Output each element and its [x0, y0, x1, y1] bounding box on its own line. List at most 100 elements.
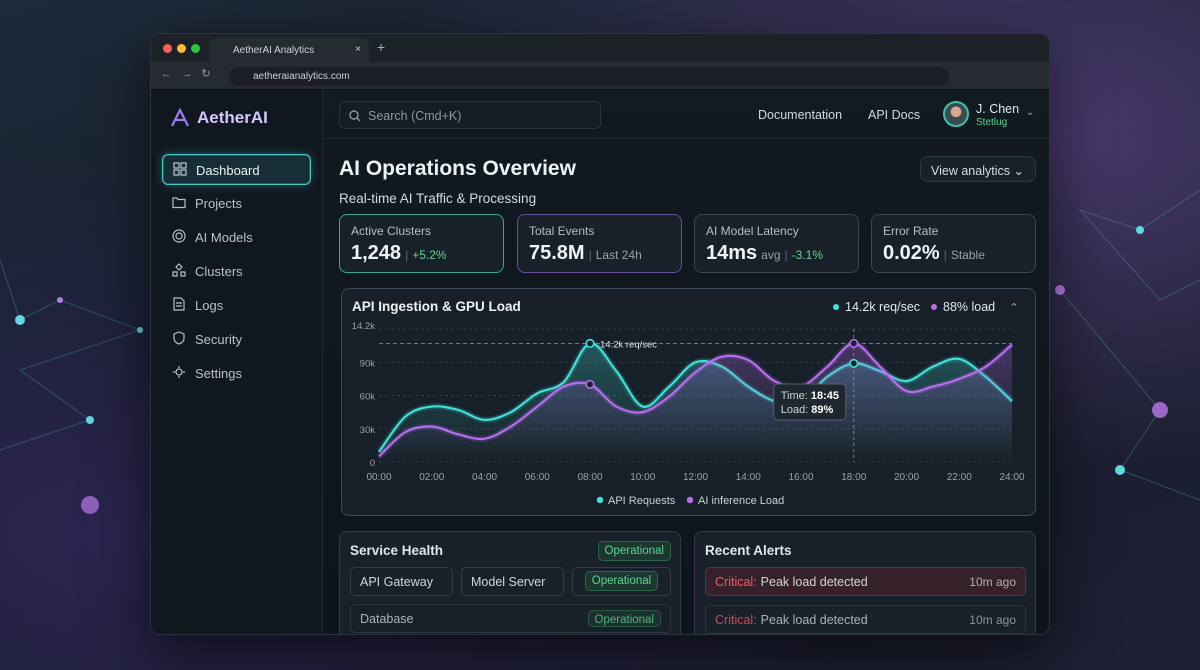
alerts-panel: Recent Alerts Critical: Peak load detecte… — [694, 531, 1036, 634]
nav-label: Security — [195, 332, 242, 347]
legend-dot — [931, 304, 937, 310]
icon-shape — [173, 297, 185, 311]
x-tick-label: 02:00 — [419, 472, 444, 483]
search-box[interactable]: Search (Cmd+K) — [339, 101, 601, 129]
icon-shape — [172, 197, 186, 209]
header-legend-label: 14.2k req/sec — [845, 300, 920, 314]
page-title: AI Operations Overview — [339, 157, 576, 180]
alert-row[interactable]: Critical: Peak load detected 10m ago — [705, 567, 1026, 596]
status-chip: Operational — [587, 610, 661, 627]
service-row[interactable]: Database Operational — [350, 604, 671, 633]
legend-swatch — [686, 496, 694, 504]
kpi-value-line: 1,248 | +5.2% — [351, 242, 492, 265]
brand[interactable]: AetherAI — [169, 108, 268, 128]
nav-item[interactable]: Logs — [162, 290, 311, 321]
kpi-value-line: 0.02% | Stable — [883, 242, 1024, 265]
collapse-caret: ⌃ — [1009, 302, 1018, 314]
icon-shape — [173, 162, 187, 176]
alert-level: Critical: — [715, 575, 757, 589]
nav-icon — [173, 331, 185, 345]
kpi-separator: | — [784, 248, 788, 262]
nav-icon — [172, 197, 186, 209]
kpi-separator: | — [588, 248, 592, 262]
page-subtitle: Real-time AI Traffic & Processing — [339, 191, 537, 206]
url: aetheraianalytics.com — [253, 71, 350, 82]
kpi-card: Error Rate 0.02% | Stable — [871, 214, 1036, 273]
point-marker — [849, 338, 859, 349]
kpi-card: Total Events 75.8M | Last 24h — [517, 214, 682, 273]
alert-time: 10m ago — [969, 613, 1016, 627]
point-marker — [585, 338, 595, 349]
legend-swatch — [596, 496, 604, 504]
kpi-card: Active Clusters 1,248 | +5.2% — [339, 214, 504, 273]
kpi-value: 1,248 — [351, 242, 402, 264]
nav-item[interactable]: Dashboard — [162, 154, 311, 185]
header-legend-label: 88% load — [943, 300, 995, 314]
minimize-dot[interactable] — [177, 44, 186, 53]
kpi-note: -3.1% — [791, 248, 823, 262]
point-marker — [849, 358, 859, 368]
chart-title: API Ingestion & GPU Load — [352, 299, 521, 314]
nav-item[interactable]: Settings — [162, 358, 311, 389]
browser-tab[interactable]: AetherAI Analytics × — [209, 38, 369, 62]
doc-link[interactable]: Documentation — [758, 108, 843, 122]
topbar-divider — [323, 138, 1049, 139]
panel-title: Service Health — [350, 543, 444, 558]
nav-label: Dashboard — [196, 163, 260, 178]
x-tick-label: 08:00 — [577, 472, 602, 483]
user-menu-caret[interactable]: ⌄ — [1026, 107, 1035, 118]
series-line — [378, 342, 1013, 453]
x-tick-label: 22:00 — [947, 472, 972, 483]
x-tick-label: 24:00 — [999, 472, 1024, 483]
kpi-note: Stable — [950, 248, 985, 262]
x-tick-label: 18:00 — [841, 472, 866, 483]
icon-shape — [172, 263, 186, 277]
close-dot[interactable] — [163, 44, 172, 53]
nav-icon — [172, 229, 186, 243]
new-tab[interactable]: + — [377, 39, 386, 55]
tab-title: AetherAI Analytics — [233, 45, 315, 56]
user-status: Stetlug — [976, 117, 1008, 128]
tooltip-label: Time: — [781, 390, 808, 402]
view-analytics-button[interactable]: View analytics ⌄ — [920, 156, 1036, 182]
search-placeholder: Search (Cmd+K) — [368, 109, 462, 123]
tooltip-value: 89% — [811, 404, 833, 416]
chart-panel: API Ingestion & GPU Load 14.2k req/sec 88%… — [341, 288, 1036, 516]
avatar[interactable] — [943, 101, 969, 127]
api-link[interactable]: API Docs — [868, 108, 921, 122]
nav-icon — [172, 263, 186, 277]
tooltip-line: Time: 18:45 — [781, 390, 839, 402]
kpi-note: Last 24h — [595, 248, 642, 262]
kpi-separator: | — [943, 248, 947, 262]
x-tick-label: 14:00 — [736, 472, 761, 483]
y-tick-label: 14.2k — [352, 321, 375, 332]
main: Search (Cmd+K) Documentation API Docs J.… — [323, 90, 1049, 634]
url-field[interactable]: aetheraianalytics.com — [229, 67, 949, 86]
kpi-label: Active Clusters — [351, 224, 432, 238]
service-cell[interactable]: API Gateway — [350, 567, 453, 596]
y-tick-label: 0 — [370, 458, 375, 469]
logo — [171, 108, 189, 127]
nav-icon — [173, 162, 187, 176]
user-name[interactable]: J. Chen — [976, 102, 1020, 116]
button-label: View analytics — [931, 164, 1010, 178]
alert-text: Peak load detected — [760, 575, 868, 589]
legend-label: AI inference Load — [698, 495, 784, 507]
kpi-value: 75.8M — [529, 242, 585, 264]
tooltip-label: Load: — [781, 404, 809, 416]
nav-item[interactable]: AI Models — [162, 222, 311, 253]
kpi-value-line: 14ms avg | -3.1% — [706, 242, 847, 265]
status-cell: Operational — [572, 567, 671, 596]
nav-item[interactable]: Security — [162, 324, 311, 355]
nav-label: Settings — [195, 366, 242, 381]
nav-item[interactable]: Projects — [162, 188, 311, 219]
nav-buttons[interactable]: ← → ↻ — [161, 68, 211, 80]
x-tick-label: 12:00 — [683, 472, 708, 483]
zoom-dot[interactable] — [191, 44, 200, 53]
service-cell[interactable]: Model Server — [461, 567, 564, 596]
nav-item[interactable]: Clusters — [162, 256, 311, 287]
x-tick-label: 06:00 — [525, 472, 550, 483]
tooltip — [773, 383, 847, 421]
alert-row[interactable]: Critical: Peak load detected 10m ago — [705, 605, 1026, 634]
